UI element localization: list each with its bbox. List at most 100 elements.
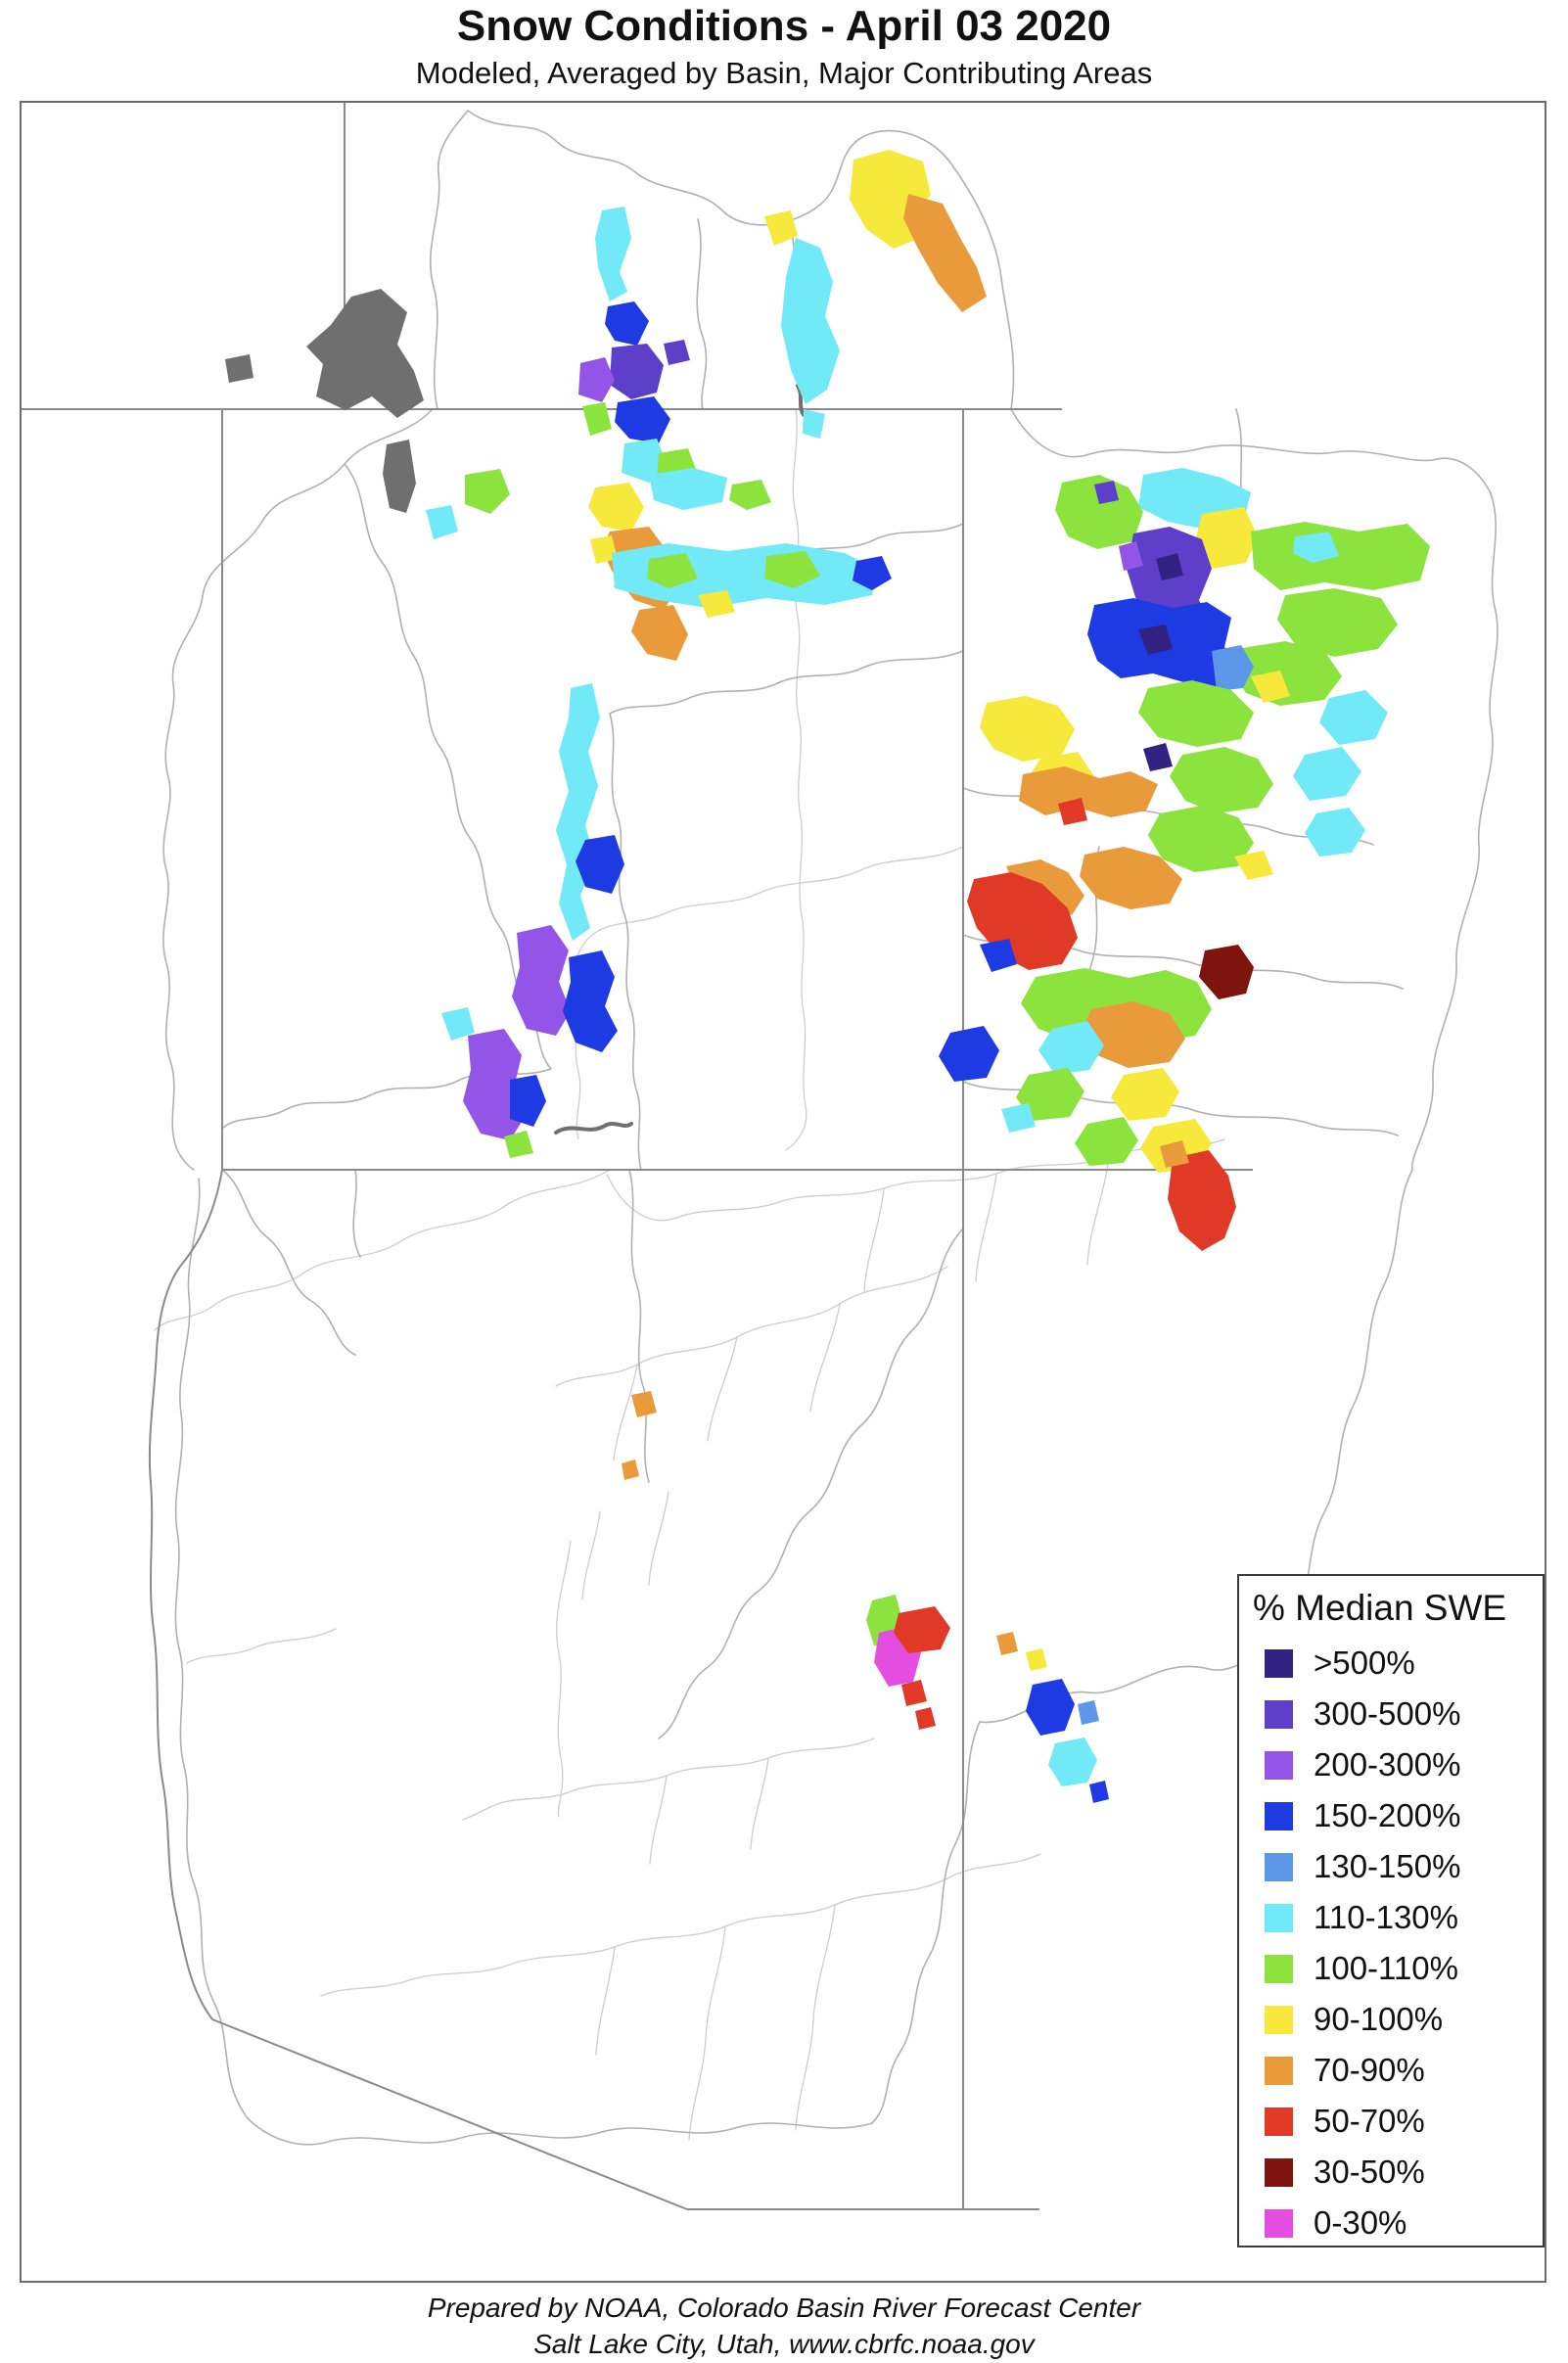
- basin-boundary: [696, 218, 708, 410]
- snow-area: [915, 1707, 936, 1730]
- river: [555, 1266, 948, 1387]
- footer-line-2: Salt Lake City, Utah, www.cbrfc.noaa.gov: [533, 2328, 1035, 2359]
- legend-title: % Median SWE: [1253, 1588, 1507, 1628]
- basin-boundary: [430, 110, 469, 410]
- basin-boundary: [174, 1178, 249, 2119]
- legend-swatch: [1265, 1801, 1293, 1830]
- basin-boundary: [247, 1721, 981, 2146]
- snow-area: [512, 925, 571, 1036]
- map-svg: [22, 103, 1499, 2210]
- lake-powell: [554, 1122, 633, 1135]
- footer: Prepared by NOAA, Colorado Basin River F…: [0, 2291, 1568, 2363]
- basin-boundary: [609, 650, 964, 715]
- page-subtitle: Modeled, Averaged by Basin, Major Contri…: [415, 56, 1153, 90]
- snow-area: [631, 605, 688, 661]
- snow-area: [1094, 481, 1119, 504]
- snow-area: [1160, 1140, 1189, 1168]
- snow-area: [1251, 522, 1430, 590]
- snow-area: [441, 1007, 475, 1041]
- utah-lake: [383, 440, 416, 513]
- river: [320, 1853, 1041, 1997]
- river: [1086, 1156, 1110, 1266]
- snow-area: [1195, 507, 1258, 569]
- snow-area: [1001, 1103, 1036, 1133]
- snow-area: [1026, 1679, 1075, 1736]
- legend-swatch: [1265, 1648, 1293, 1678]
- snow-area: [1026, 1648, 1047, 1671]
- snow-area: [1080, 847, 1182, 909]
- snow-area: [610, 344, 664, 399]
- river: [606, 1138, 1225, 1222]
- basin-boundary: [162, 408, 434, 1171]
- basin-boundary: [1010, 408, 1499, 1171]
- snow-area: [1293, 532, 1339, 563]
- snow-area: [980, 696, 1075, 762]
- snow-area: [1019, 766, 1158, 817]
- legend-label: 300-500%: [1314, 1695, 1461, 1732]
- legend-swatch: [1265, 1699, 1293, 1729]
- snow-area: [939, 1026, 999, 1082]
- river: [595, 1946, 616, 2056]
- legend-item: 130-150%: [1239, 1841, 1543, 1892]
- basin-boundary: [609, 713, 642, 1171]
- legend-label: 100-110%: [1314, 1950, 1459, 1986]
- legend-swatch: [1265, 1750, 1293, 1780]
- river: [613, 1364, 638, 1461]
- snow-area: [803, 409, 825, 439]
- snow-area: [1148, 806, 1254, 872]
- snow-area: [647, 553, 698, 588]
- snow-area: [1075, 1117, 1138, 1166]
- snow-area: [764, 551, 820, 588]
- snow-area: [1082, 1001, 1185, 1068]
- legend-item: 200-300%: [1239, 1739, 1543, 1790]
- legend-label: >500%: [1314, 1645, 1415, 1681]
- snow-area: [903, 194, 987, 312]
- snow-area: [1055, 475, 1143, 549]
- snow-area: [1234, 851, 1273, 880]
- basin-boundary: [979, 1169, 1413, 1724]
- snow-area: [1168, 1150, 1236, 1251]
- legend-label: 70-90%: [1314, 2052, 1425, 2088]
- snow-area: [1143, 743, 1173, 771]
- legend-label: 130-150%: [1314, 1848, 1461, 1884]
- river: [574, 846, 964, 1139]
- snow-area: [996, 1632, 1018, 1655]
- legend-item: 110-130%: [1239, 1892, 1543, 1943]
- basin-boundary: [658, 1228, 964, 1739]
- legend-swatch: [1265, 1903, 1293, 1932]
- legend-swatch: [1265, 2208, 1293, 2238]
- snow-area: [764, 210, 798, 246]
- snow-area: [622, 439, 667, 483]
- snow-area: [980, 939, 1017, 972]
- river: [556, 1540, 572, 1818]
- snow-area: [588, 483, 644, 532]
- basin-boundary: [222, 463, 552, 1129]
- page-title: Snow Conditions - April 03 2020: [456, 2, 1112, 50]
- snow-area: [853, 556, 892, 590]
- snow-area: [1251, 671, 1290, 703]
- snow-area: [1038, 1021, 1104, 1075]
- river: [649, 1775, 668, 1865]
- snow-area: [426, 505, 458, 539]
- state-border-arizona-west: [148, 1169, 223, 2020]
- snow-area: [649, 468, 727, 510]
- legend: % Median SWE >500% 300-500% 200-300% 150…: [1237, 1574, 1545, 2247]
- snow-area: [1089, 1781, 1109, 1803]
- basin-boundary: [221, 1169, 356, 1356]
- snow-area: [901, 1680, 927, 1706]
- snow-area: [1048, 1738, 1097, 1786]
- legend-swatch: [1265, 1954, 1293, 1983]
- snow-area: [556, 683, 600, 941]
- river: [462, 1738, 875, 1821]
- legend-swatch: [1265, 1852, 1293, 1881]
- legend-item: 50-70%: [1239, 2096, 1543, 2147]
- snow-area: [1319, 690, 1388, 745]
- snow-area: [1016, 1068, 1084, 1121]
- snow-area: [1119, 541, 1143, 571]
- legend-label: 30-50%: [1314, 2154, 1425, 2190]
- legend-item: >500%: [1239, 1638, 1543, 1689]
- gray-area: [225, 354, 254, 383]
- snow-area: [631, 1391, 657, 1417]
- river: [688, 1925, 726, 2141]
- rivers: [154, 408, 1225, 2141]
